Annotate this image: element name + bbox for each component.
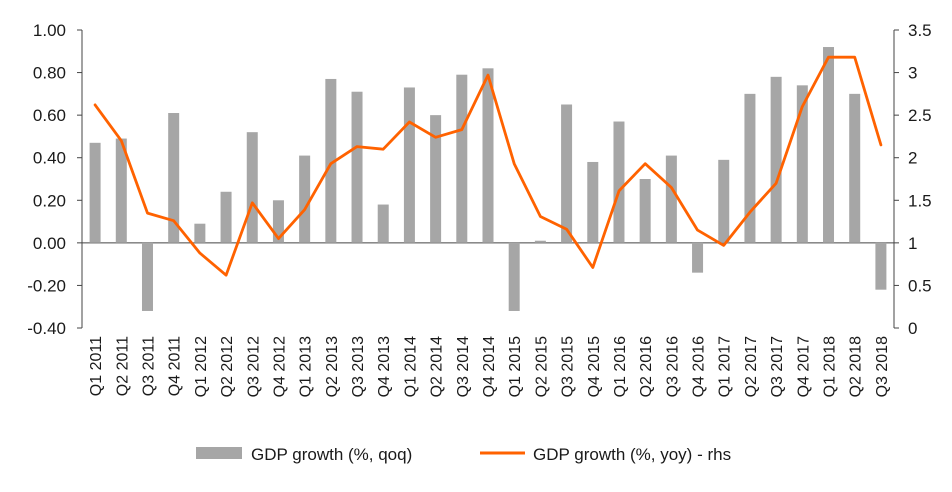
qoq-bar: [220, 191, 232, 243]
x-axis-ticks: Q1 2011 Q2 2011 Q3 2011 Q4 2011 Q1 2012 Q2 20…: [88, 336, 891, 397]
left-tick-label: 0.80: [33, 64, 66, 83]
left-axis-ticks: 1.00 0.80 0.60 0.40 0.20 0.00 -0.20 -0.40: [27, 21, 82, 338]
x-tick-label: Q4 2012: [271, 336, 288, 397]
x-tick-label: Q1 2018: [822, 336, 839, 397]
qoq-bar: [665, 155, 677, 243]
x-tick-label: Q4 2017: [795, 336, 812, 397]
qoq-bar: [430, 115, 442, 243]
x-tick-label: Q1 2012: [193, 336, 210, 397]
qoq-bar: [168, 113, 180, 243]
x-tick-label: Q1 2016: [612, 336, 629, 397]
x-tick-label: Q3 2015: [560, 336, 577, 397]
left-tick-label: 0.00: [33, 234, 66, 253]
qoq-bar: [89, 142, 101, 243]
x-tick-label: Q3 2011: [140, 336, 157, 396]
x-tick-label: Q2 2012: [219, 336, 236, 397]
x-tick-label: Q3 2016: [664, 336, 681, 397]
x-tick-label: Q2 2013: [324, 336, 341, 397]
x-tick-label: Q2 2018: [848, 336, 865, 397]
qoq-bar: [456, 74, 468, 243]
qoq-bar: [613, 121, 625, 243]
qoq-bar: [141, 242, 153, 311]
x-tick-label: Q1 2014: [402, 336, 419, 397]
right-tick-label: 2.5: [908, 106, 932, 125]
qoq-bar: [849, 93, 861, 243]
qoq-bar: [299, 155, 311, 243]
qoq-bar: [744, 93, 756, 243]
legend-line-label: GDP growth (%, yoy) - rhs: [533, 445, 731, 464]
right-tick-label: 2: [908, 149, 917, 168]
qoq-bar: [246, 132, 258, 243]
x-tick-label: Q2 2015: [533, 336, 550, 397]
x-tick-label: Q3 2012: [245, 336, 262, 397]
qoq-bar: [875, 242, 887, 290]
x-tick-label: Q3 2014: [455, 336, 472, 397]
qoq-bar: [796, 85, 808, 243]
qoq-bar: [272, 200, 284, 243]
right-tick-label: 3.5: [908, 21, 932, 40]
x-tick-label: Q3 2013: [350, 336, 367, 397]
left-tick-label: 0.40: [33, 149, 66, 168]
x-tick-label: Q1 2017: [717, 336, 734, 397]
qoq-bar: [561, 104, 573, 243]
x-tick-label: Q3 2018: [874, 336, 891, 397]
right-tick-label: 1.5: [908, 191, 932, 210]
x-tick-label: Q4 2011: [167, 336, 184, 396]
right-tick-label: 1: [908, 234, 917, 253]
qoq-bar: [508, 242, 520, 311]
qoq-bar: [770, 76, 782, 243]
x-tick-label: Q4 2013: [376, 336, 393, 397]
x-tick-label: Q2 2016: [638, 336, 655, 397]
qoq-bar: [587, 161, 599, 243]
legend-bar-label: GDP growth (%, qoq): [251, 445, 412, 464]
qoq-bar: [718, 159, 730, 243]
yoy-line-series: [93, 55, 883, 277]
qoq-bar: [823, 47, 835, 243]
right-tick-label: 3: [908, 64, 917, 83]
left-tick-label: 1.00: [33, 21, 66, 40]
legend: GDP growth (%, qoq) GDP growth (%, yoy) …: [196, 445, 731, 464]
x-tick-label: Q1 2011: [88, 336, 105, 396]
left-tick-label: -0.20: [27, 276, 66, 295]
x-tick-label: Q1 2015: [507, 336, 524, 397]
left-tick-label: 0.60: [33, 106, 66, 125]
legend-bar-swatch: [196, 447, 242, 459]
x-tick-label: Q2 2017: [743, 336, 760, 397]
right-axis-ticks: 3.5 3 2.5 2 1.5 1 0.5 0: [894, 21, 932, 338]
left-tick-label: 0.20: [33, 191, 66, 210]
qoq-bar: [403, 87, 415, 243]
right-tick-label: 0: [908, 319, 917, 338]
qoq-bar: [482, 68, 494, 243]
x-tick-label: Q2 2014: [429, 336, 446, 397]
right-tick-label: 0.5: [908, 276, 932, 295]
x-tick-label: Q4 2015: [586, 336, 603, 397]
x-tick-label: Q3 2017: [769, 336, 786, 397]
qoq-bars: [89, 47, 887, 311]
qoq-bar: [351, 91, 363, 243]
qoq-bar: [534, 240, 546, 243]
left-tick-label: -0.40: [27, 319, 66, 338]
x-tick-label: Q2 2011: [114, 336, 131, 396]
qoq-bar: [692, 242, 704, 273]
qoq-bar: [325, 78, 337, 243]
qoq-bar: [115, 138, 127, 243]
x-tick-label: Q1 2013: [298, 336, 315, 397]
yoy-line: [93, 55, 883, 277]
qoq-bar: [377, 204, 389, 243]
qoq-bar: [639, 179, 651, 243]
qoq-bar: [194, 223, 206, 243]
x-tick-label: Q4 2016: [691, 336, 708, 397]
x-tick-label: Q4 2014: [481, 336, 498, 397]
